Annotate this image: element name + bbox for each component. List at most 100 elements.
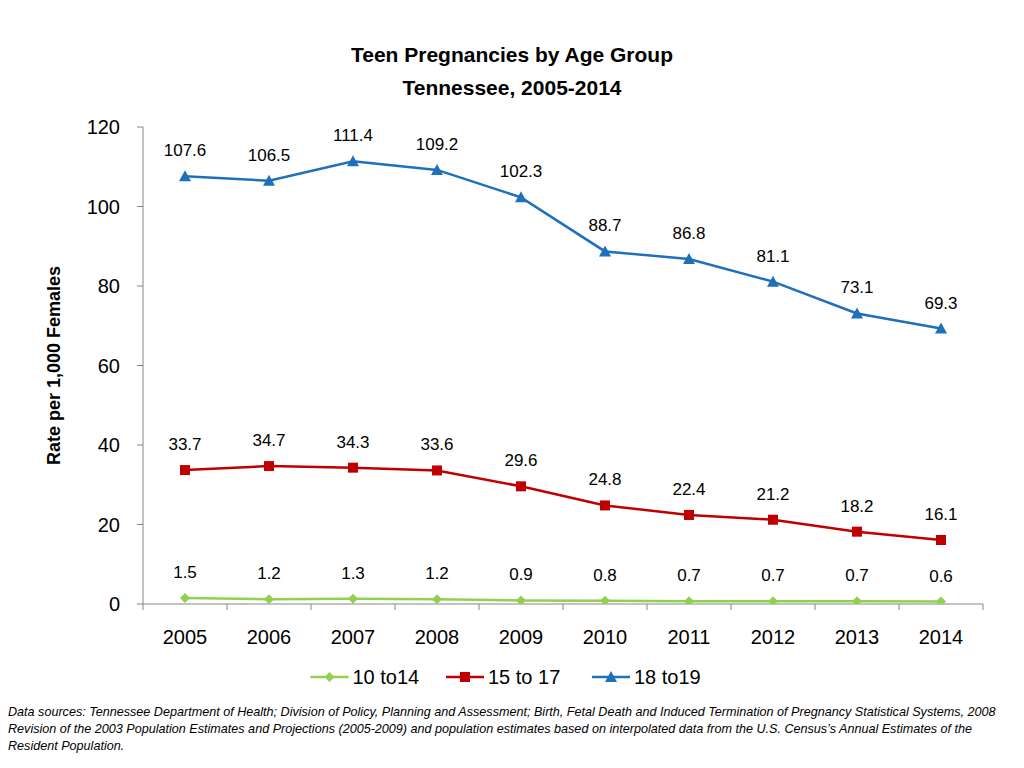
- x-band-tick: [479, 604, 480, 610]
- point: [432, 594, 442, 604]
- point: [180, 465, 190, 475]
- legend-marker: [605, 671, 617, 682]
- y-axis: [143, 127, 144, 604]
- x-tick-label: 2005: [163, 626, 208, 648]
- data-label: 24.8: [588, 470, 621, 489]
- point: [179, 170, 191, 181]
- point: [347, 155, 359, 166]
- data-label: 1.2: [425, 564, 449, 583]
- x-tick-label: 2008: [415, 626, 460, 648]
- point: [851, 307, 863, 318]
- x-tick-label: 2011: [667, 626, 710, 648]
- y-tick: [137, 206, 143, 207]
- data-label: 29.6: [504, 451, 537, 470]
- data-label: 107.6: [164, 141, 207, 160]
- data-label: 0.7: [845, 566, 869, 585]
- point: [684, 596, 694, 604]
- point: [348, 594, 358, 604]
- legend-marker: [325, 672, 335, 682]
- legend: 10 to1415 to 1718 to19: [311, 666, 701, 688]
- data-label: 1.2: [257, 564, 281, 583]
- y-tick-label: 100: [87, 196, 120, 218]
- data-label: 0.9: [509, 565, 533, 584]
- x-tick-label: 2010: [583, 626, 628, 648]
- data-label: 73.1: [840, 278, 873, 297]
- data-label: 16.1: [924, 505, 957, 524]
- y-tick: [137, 524, 143, 525]
- x-band-tick: [899, 604, 900, 610]
- x-band-tick: [395, 604, 396, 610]
- point: [515, 191, 527, 202]
- point: [768, 596, 778, 604]
- y-tick: [137, 127, 143, 128]
- point: [263, 175, 275, 186]
- series-line: [185, 598, 941, 602]
- point: [852, 596, 862, 604]
- y-tick-label: 120: [87, 116, 120, 138]
- data-label: 34.7: [252, 431, 285, 450]
- data-label: 69.3: [924, 294, 957, 313]
- data-label: 21.2: [756, 485, 789, 504]
- point: [599, 245, 611, 256]
- data-label: 0.7: [761, 566, 785, 585]
- y-tick-label: 40: [98, 434, 120, 456]
- data-labels: 1.5 1.2 1.3 1.2 0.9 0.8 0.7 0.7 0.7 0.6 33.7 34.7 34…: [164, 126, 958, 585]
- y-tick: [137, 365, 143, 366]
- point: [600, 596, 610, 604]
- data-label: 18.2: [840, 497, 873, 516]
- point: [432, 465, 442, 475]
- data-label: 1.3: [341, 564, 365, 583]
- x-band-tick: [731, 604, 732, 610]
- point: [768, 515, 778, 525]
- x-band-tick: [143, 604, 144, 610]
- data-label: 33.7: [168, 435, 201, 454]
- data-label: 0.8: [593, 566, 617, 585]
- chart: Teen Pregnancies by Age Group Tennessee, …: [0, 0, 1024, 768]
- y-tick: [137, 445, 143, 446]
- x-tick-label: 2014: [919, 626, 964, 648]
- data-label: 106.5: [248, 146, 291, 165]
- y-tick-label: 60: [98, 355, 120, 377]
- data-label: 88.7: [588, 216, 621, 235]
- y-tick-label: 80: [98, 275, 120, 297]
- y-tick-label: 0: [109, 593, 120, 615]
- point: [935, 323, 947, 334]
- point: [936, 535, 946, 545]
- point: [180, 593, 190, 603]
- title: Teen Pregnancies by Age Group: [351, 43, 673, 66]
- data-label: 0.7: [677, 566, 701, 585]
- point: [852, 527, 862, 537]
- y-axis-label: Rate per 1,000 Females: [44, 266, 64, 465]
- y-tick: [137, 604, 143, 605]
- point: [348, 463, 358, 473]
- x-tick-label: 2007: [331, 626, 376, 648]
- subtitle: Tennessee, 2005-2014: [402, 76, 621, 99]
- legend-label: 15 to 17: [488, 666, 560, 688]
- x-tick-label: 2013: [835, 626, 880, 648]
- legend-marker: [460, 672, 470, 682]
- data-label: 34.3: [336, 433, 369, 452]
- data-label: 102.3: [500, 162, 543, 181]
- data-label: 0.6: [929, 567, 953, 586]
- x-band-tick: [983, 604, 984, 610]
- point: [264, 594, 274, 604]
- point: [683, 253, 695, 264]
- point: [684, 510, 694, 520]
- x-tick-label: 2012: [751, 626, 796, 648]
- x-tick-label: 2009: [499, 626, 544, 648]
- data-label: 33.6: [420, 435, 453, 454]
- source-note: Data sources: Tennessee Department of He…: [8, 704, 1013, 755]
- data-label: 111.4: [333, 126, 373, 145]
- data-label: 109.2: [416, 135, 459, 154]
- data-label: 1.5: [173, 563, 197, 582]
- x-band-tick: [815, 604, 816, 610]
- point: [264, 461, 274, 471]
- series-line: [185, 466, 941, 540]
- x-band-tick: [311, 604, 312, 610]
- plot-area: [179, 155, 947, 604]
- data-label: 22.4: [672, 480, 705, 499]
- point: [431, 164, 443, 175]
- legend-label: 18 to19: [634, 666, 701, 688]
- point: [936, 597, 946, 604]
- point: [516, 481, 526, 491]
